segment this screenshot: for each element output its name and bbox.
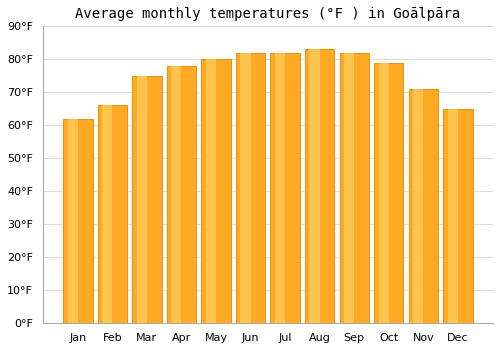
- Bar: [240, 53, 250, 323]
- Bar: [102, 105, 113, 323]
- Bar: [132, 76, 162, 323]
- Bar: [374, 63, 404, 323]
- Bar: [202, 59, 230, 323]
- Bar: [206, 59, 216, 323]
- Title: Average monthly temperatures (°F ) in Goālpāra: Average monthly temperatures (°F ) in Go…: [75, 7, 460, 21]
- Bar: [171, 66, 181, 323]
- Bar: [68, 119, 78, 323]
- Bar: [448, 109, 458, 323]
- Bar: [236, 53, 266, 323]
- Bar: [275, 53, 285, 323]
- Bar: [310, 49, 320, 323]
- Bar: [344, 53, 354, 323]
- Bar: [63, 119, 92, 323]
- Bar: [443, 109, 472, 323]
- Bar: [305, 49, 334, 323]
- Bar: [167, 66, 196, 323]
- Bar: [408, 89, 438, 323]
- Bar: [413, 89, 424, 323]
- Bar: [98, 105, 127, 323]
- Bar: [340, 53, 369, 323]
- Bar: [136, 76, 147, 323]
- Bar: [270, 53, 300, 323]
- Bar: [378, 63, 389, 323]
